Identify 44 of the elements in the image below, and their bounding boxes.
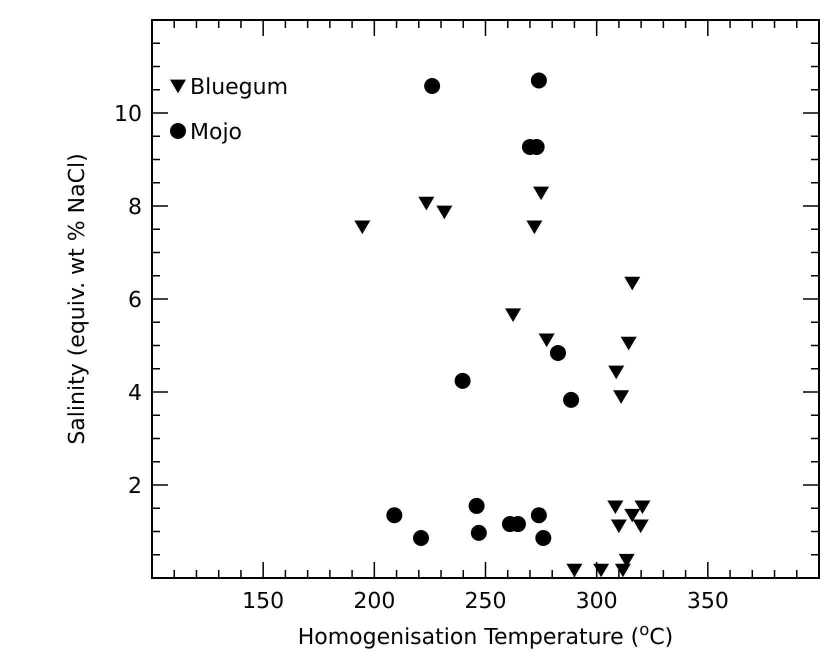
point — [607, 500, 624, 514]
point — [563, 392, 580, 408]
point — [530, 507, 547, 524]
point — [470, 524, 487, 541]
point — [608, 366, 624, 380]
point — [634, 500, 650, 514]
point — [624, 508, 640, 522]
y-axis-title: Salinity (equiv. wt % NaCl) — [65, 153, 90, 445]
point — [632, 520, 649, 534]
point — [614, 564, 631, 578]
legend-label: Bluegum — [190, 75, 288, 100]
point — [610, 520, 627, 534]
point — [418, 196, 434, 210]
x-tick-label: 300 — [576, 589, 618, 614]
point — [530, 72, 547, 88]
point — [533, 186, 550, 200]
point — [620, 336, 637, 350]
point — [436, 206, 452, 220]
point — [468, 498, 485, 514]
x-tick-label: 350 — [686, 589, 729, 614]
y-tick-label: 6 — [128, 288, 142, 313]
point — [386, 507, 402, 524]
x-tick-label: 150 — [242, 589, 284, 614]
point — [354, 220, 370, 234]
point — [424, 78, 440, 94]
point — [538, 334, 555, 348]
x-axis-title: Homogenisation Temperature ($^{o}$C) — [298, 620, 674, 650]
point — [566, 564, 582, 578]
point — [505, 308, 522, 322]
point — [624, 276, 640, 290]
point — [613, 390, 630, 404]
y-tick-label: 8 — [128, 195, 142, 220]
point — [550, 344, 566, 361]
point — [454, 372, 471, 389]
x-tick-label: 200 — [353, 589, 396, 614]
y-tick-label: 4 — [128, 381, 142, 406]
legend-label: Mojo — [190, 120, 242, 145]
point — [535, 530, 552, 546]
point — [526, 220, 542, 234]
point — [413, 530, 430, 546]
x-tick-label: 250 — [464, 589, 506, 614]
y-tick-label: 2 — [128, 474, 142, 499]
point — [593, 564, 610, 578]
y-tick-label: 10 — [114, 102, 142, 127]
